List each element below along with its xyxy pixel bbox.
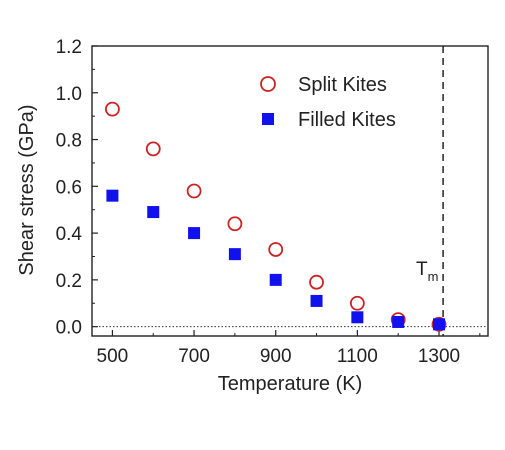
y-tick-label: 0.6: [56, 177, 82, 198]
data-point-filled-kites: [310, 294, 323, 307]
x-tick-label: 900: [260, 346, 292, 367]
data-point-split-kites: [268, 242, 284, 257]
data-point-split-kites: [145, 141, 161, 157]
data-point-filled-kites: [188, 227, 201, 240]
axis-ticks: [92, 45, 481, 336]
x-axis-title: Temperature (K): [218, 373, 363, 395]
legend-marker-split-kites: [260, 76, 276, 92]
data-point-split-kites: [186, 183, 202, 199]
x-tick-label: 1100: [337, 346, 378, 367]
data-point-filled-kites: [269, 273, 282, 286]
series-filled-kites: [106, 189, 446, 331]
data-point-filled-kites: [147, 206, 160, 219]
tm-label-main: T: [416, 259, 428, 280]
data-point-filled-kites: [228, 248, 241, 261]
plot-frame: [91, 45, 489, 337]
data-point-filled-kites: [392, 315, 405, 328]
y-tick-label: 0.8: [56, 131, 82, 152]
melting-temperature-label: Tm: [416, 259, 438, 284]
tm-label-subscript: m: [428, 269, 439, 284]
data-point-filled-kites: [106, 189, 119, 202]
data-point-split-kites: [349, 295, 365, 311]
x-tick-label: 1300: [418, 346, 460, 367]
svg-text:Tm: Tm: [416, 259, 438, 284]
legend-label-filled-kites: Filled Kites: [298, 109, 396, 131]
data-point-split-kites: [105, 101, 120, 117]
x-tick-label: 700: [178, 346, 210, 367]
y-tick-label: 1.0: [56, 84, 82, 105]
y-tick-labels: 0.0 0.2 0.4 0.6 0.8 1.0 1.2: [56, 37, 83, 339]
data-point-split-kites: [431, 316, 447, 332]
data-point-filled-kites: [433, 318, 446, 331]
legend: Split Kites Filled Kites: [260, 74, 396, 131]
y-tick-label: 1.2: [56, 37, 82, 58]
x-tick-labels: 500 700 900 1100 1300: [97, 346, 461, 367]
x-tick-label: 500: [97, 346, 129, 367]
y-tick-label: 0.4: [56, 224, 83, 245]
y-tick-label: 0.2: [56, 271, 82, 292]
data-point-filled-kites: [351, 311, 364, 324]
legend-marker-filled-kites: [262, 113, 274, 125]
data-point-split-kites: [227, 216, 243, 232]
y-axis-title: Shear stress (GPa): [16, 104, 38, 275]
data-point-split-kites: [309, 274, 324, 290]
y-tick-label: 0.0: [56, 318, 82, 339]
series-split-kites: [105, 101, 447, 332]
legend-label-split-kites: Split Kites: [298, 74, 387, 96]
